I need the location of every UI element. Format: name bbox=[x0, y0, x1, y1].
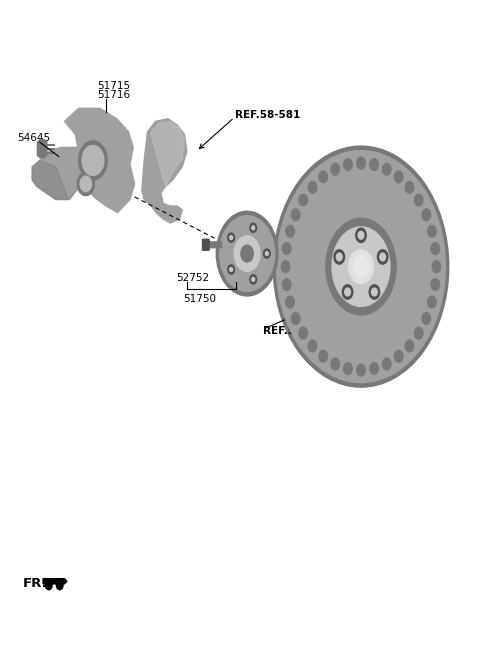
Circle shape bbox=[345, 288, 350, 296]
Circle shape bbox=[334, 250, 345, 264]
Text: 51716: 51716 bbox=[96, 90, 130, 101]
Circle shape bbox=[395, 171, 403, 183]
Text: REF.58-581: REF.58-581 bbox=[235, 110, 300, 120]
Circle shape bbox=[273, 146, 449, 387]
Circle shape bbox=[82, 145, 104, 175]
FancyBboxPatch shape bbox=[203, 239, 209, 250]
Circle shape bbox=[265, 252, 268, 256]
Circle shape bbox=[286, 296, 294, 308]
Circle shape bbox=[358, 231, 364, 239]
Circle shape bbox=[282, 279, 291, 290]
Circle shape bbox=[319, 350, 327, 362]
Circle shape bbox=[77, 172, 95, 196]
Circle shape bbox=[348, 250, 373, 283]
Circle shape bbox=[405, 340, 414, 351]
Polygon shape bbox=[151, 122, 184, 187]
Circle shape bbox=[250, 275, 256, 284]
Polygon shape bbox=[142, 119, 187, 223]
Circle shape bbox=[299, 327, 308, 339]
Text: REF.58-581: REF.58-581 bbox=[263, 326, 328, 336]
Circle shape bbox=[344, 159, 352, 170]
Text: 54645: 54645 bbox=[17, 133, 50, 143]
Circle shape bbox=[428, 225, 436, 237]
Circle shape bbox=[369, 284, 380, 299]
FancyBboxPatch shape bbox=[207, 242, 221, 248]
Circle shape bbox=[228, 265, 234, 274]
Circle shape bbox=[331, 164, 339, 175]
Circle shape bbox=[291, 313, 300, 325]
Circle shape bbox=[241, 245, 253, 262]
Circle shape bbox=[380, 253, 385, 261]
Circle shape bbox=[370, 363, 378, 374]
Circle shape bbox=[299, 194, 308, 206]
Circle shape bbox=[428, 296, 436, 308]
Circle shape bbox=[353, 256, 369, 277]
Circle shape bbox=[250, 223, 256, 233]
Circle shape bbox=[377, 250, 388, 264]
Circle shape bbox=[282, 243, 291, 254]
Circle shape bbox=[431, 243, 440, 254]
Circle shape bbox=[319, 171, 327, 183]
Circle shape bbox=[276, 150, 445, 382]
Text: FR.: FR. bbox=[23, 578, 48, 591]
Circle shape bbox=[415, 194, 423, 206]
Circle shape bbox=[415, 327, 423, 339]
Circle shape bbox=[252, 277, 254, 281]
Circle shape bbox=[370, 159, 378, 170]
Circle shape bbox=[357, 365, 365, 376]
Circle shape bbox=[331, 358, 339, 370]
Polygon shape bbox=[37, 139, 47, 158]
Circle shape bbox=[308, 340, 317, 351]
Circle shape bbox=[56, 581, 63, 590]
Circle shape bbox=[342, 284, 353, 299]
Circle shape bbox=[230, 267, 233, 271]
Circle shape bbox=[332, 227, 390, 306]
Circle shape bbox=[79, 141, 107, 180]
Circle shape bbox=[422, 209, 431, 221]
Circle shape bbox=[216, 212, 278, 296]
Circle shape bbox=[264, 249, 270, 258]
Circle shape bbox=[286, 225, 294, 237]
Text: 51750: 51750 bbox=[183, 294, 216, 304]
Circle shape bbox=[395, 350, 403, 362]
Circle shape bbox=[383, 358, 391, 370]
Circle shape bbox=[356, 228, 366, 242]
Circle shape bbox=[234, 236, 260, 271]
Circle shape bbox=[219, 215, 275, 291]
Circle shape bbox=[281, 261, 290, 273]
Circle shape bbox=[344, 363, 352, 374]
Circle shape bbox=[357, 157, 365, 169]
Circle shape bbox=[252, 226, 254, 230]
Circle shape bbox=[308, 181, 317, 193]
Text: 52752: 52752 bbox=[176, 273, 209, 283]
Polygon shape bbox=[32, 108, 135, 213]
Circle shape bbox=[230, 236, 233, 240]
Circle shape bbox=[383, 164, 391, 175]
Circle shape bbox=[432, 261, 441, 273]
Circle shape bbox=[422, 313, 431, 325]
Circle shape bbox=[431, 279, 440, 290]
Circle shape bbox=[326, 218, 396, 315]
Polygon shape bbox=[43, 579, 67, 584]
Circle shape bbox=[336, 253, 342, 261]
Circle shape bbox=[80, 176, 92, 192]
Circle shape bbox=[46, 581, 52, 590]
Circle shape bbox=[405, 181, 414, 193]
Circle shape bbox=[228, 233, 234, 242]
Polygon shape bbox=[32, 160, 76, 200]
Circle shape bbox=[372, 288, 377, 296]
Text: 51715: 51715 bbox=[96, 81, 130, 91]
Circle shape bbox=[291, 209, 300, 221]
